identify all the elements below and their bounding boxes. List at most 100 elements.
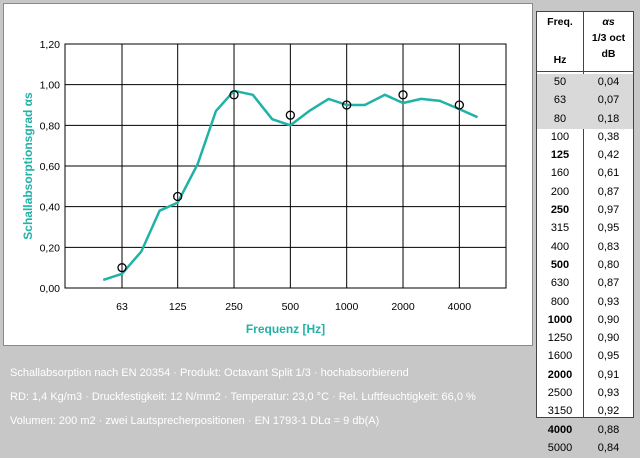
table-row: 1600 0,95	[537, 348, 633, 366]
table-row: 630 0,87	[537, 275, 633, 293]
table-cell-alpha: 0,93	[597, 387, 620, 400]
chart-panel: 0,00 0,20 0,40 0,60 0,80 1,00 1,20 63 125 250 500 1…	[3, 3, 533, 346]
table-cell-alpha: 0,87	[597, 277, 620, 290]
table-cell-frequency: 800	[550, 295, 570, 308]
data-marker	[398, 90, 408, 100]
x-tick-label: 4000	[448, 301, 472, 313]
table-cell-alpha: 0,83	[597, 240, 620, 253]
table-cell-frequency: 1000	[547, 313, 573, 326]
table-cell-alpha: 0,88	[597, 423, 620, 436]
table-cell-alpha: 0,38	[597, 130, 620, 143]
header-alpha-unit: dB	[601, 48, 616, 60]
data-marker	[229, 90, 239, 100]
table-cell-alpha: 0,07	[597, 94, 620, 107]
note-line-3: Volumen: 200 m2 · zwei Lautsprecherposit…	[10, 415, 380, 427]
y-tick-label: 0,60	[40, 161, 61, 173]
table-cell-alpha: 0,87	[597, 185, 620, 198]
table-row: 2500 0,93	[537, 385, 633, 403]
series-line	[102, 89, 479, 282]
y-tick-label: 0,20	[40, 242, 61, 254]
data-marker	[285, 110, 296, 120]
frequency-table: Freq. Hz αs 1/3 oct dB 50 0,04 63 0,07 80 0,1…	[536, 11, 634, 454]
data-marker	[454, 100, 465, 110]
table-cell-frequency: 315	[550, 222, 570, 235]
y-tick-label: 1,00	[40, 80, 61, 92]
table-cell-alpha: 0,84	[597, 441, 620, 454]
table-cell-frequency: 1600	[547, 350, 573, 363]
x-tick-label: 1000	[335, 301, 359, 313]
table-row: 4000 0,88	[537, 422, 633, 440]
table-cell-alpha: 0,90	[597, 313, 620, 326]
y-tick-label: 1,20	[40, 39, 61, 51]
x-tick-label: 500	[282, 301, 300, 313]
table-row: 400 0,83	[537, 239, 633, 257]
table-cell-frequency: 5000	[547, 441, 573, 454]
table-cell-alpha: 0,93	[597, 295, 620, 308]
table-cell-alpha: 0,80	[597, 258, 620, 271]
table-cell-frequency: 250	[550, 204, 570, 217]
table-cell-alpha: 0,42	[597, 149, 620, 162]
x-tick-label: 250	[225, 301, 243, 313]
table-row: 315 0,95	[537, 220, 633, 238]
table-row: 80 0,18	[537, 110, 633, 129]
x-tick-label: 2000	[391, 301, 415, 313]
table-row: 50 0,04	[537, 74, 633, 93]
x-tick-label: 63	[116, 301, 128, 313]
table-column-divider	[583, 12, 584, 417]
table-cell-frequency: 400	[550, 240, 570, 253]
table-row: 500 0,80	[537, 257, 633, 275]
data-marker	[342, 100, 352, 110]
table-row: 100 0,38	[537, 129, 633, 147]
table-cell-alpha: 0,97	[597, 204, 620, 217]
table-cell-frequency: 3150	[547, 405, 573, 418]
table-cell-alpha: 0,92	[597, 405, 620, 418]
note-line-1: Schallabsorption nach EN 20354 · Produkt…	[10, 367, 409, 379]
table-cell-frequency: 50	[553, 76, 567, 88]
table-row: 2000 0,91	[537, 367, 633, 385]
y-axis-title: Schallabsorptionsgrad αs	[21, 92, 35, 240]
table-cell-frequency: 630	[550, 277, 570, 290]
table-row: 1250 0,90	[537, 330, 633, 348]
table-cell-frequency: 80	[553, 112, 567, 125]
table-cell-alpha: 0,18	[597, 112, 620, 125]
table-row: 125 0,42	[537, 147, 633, 165]
header-freq: Freq.	[547, 16, 573, 28]
table-cell-alpha: 0,91	[597, 368, 620, 381]
x-axis-title: Frequenz [Hz]	[246, 322, 325, 336]
table-row: 200 0,87	[537, 184, 633, 202]
header-alpha: αs	[602, 16, 615, 28]
table-cell-frequency: 2500	[547, 387, 573, 400]
y-tick-label: 0,00	[40, 283, 61, 295]
table-row: 160 0,61	[537, 165, 633, 183]
x-tick-label: 125	[169, 301, 187, 313]
table-cell-alpha: 0,95	[597, 350, 620, 363]
table-row: 250 0,97	[537, 202, 633, 220]
table-cell-frequency: 125	[550, 149, 570, 162]
note-line-2: RD: 1,4 Kg/m3 · Druckfestigkeit: 12 N/mm…	[10, 391, 476, 403]
table-cell-frequency: 100	[550, 130, 570, 143]
table-cell-alpha: 0,95	[597, 222, 620, 235]
table-cell-frequency: 2000	[547, 368, 573, 381]
table-row: 63 0,07	[537, 92, 633, 111]
y-tick-label: 0,80	[40, 120, 61, 132]
table-cell-frequency: 1250	[547, 332, 573, 345]
y-tick-label: 0,40	[40, 202, 61, 214]
data-marker	[117, 263, 127, 273]
table-cell-alpha: 0,61	[597, 167, 620, 180]
table-cell-frequency: 160	[550, 167, 570, 180]
absorption-chart: 0,00 0,20 0,40 0,60 0,80 1,00 1,20 63 125 250 500 1…	[21, 39, 507, 336]
table-cell-alpha: 0,04	[597, 76, 620, 88]
table-body: 50 0,04 63 0,07 80 0,18 100 0,38 125 0,42 160 0,61 2…	[537, 74, 633, 458]
header-freq-unit: Hz	[553, 54, 567, 66]
table-row: 1000 0,90	[537, 312, 633, 330]
table-cell-frequency: 4000	[547, 423, 573, 436]
table-row: 3150 0,92	[537, 403, 633, 421]
header-alpha-band: 1/3 oct	[591, 32, 626, 44]
table-cell-frequency: 500	[550, 258, 570, 271]
table-cell-frequency: 63	[553, 94, 567, 107]
table-cell-alpha: 0,90	[597, 332, 620, 345]
table-row: 800 0,93	[537, 294, 633, 312]
table-header	[537, 12, 633, 72]
table-row: 5000 0,84	[537, 440, 633, 458]
data-marker	[173, 191, 183, 202]
